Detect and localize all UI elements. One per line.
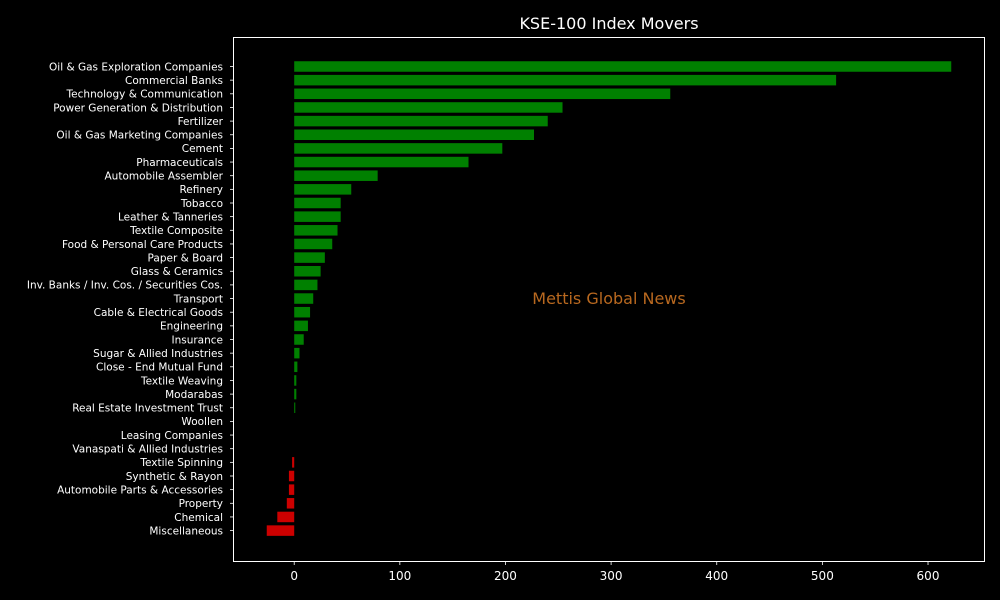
bar: [294, 184, 352, 195]
bar: [294, 115, 548, 127]
bar: [294, 225, 338, 236]
bar: [294, 361, 298, 373]
category-label: Textile Spinning: [139, 457, 223, 469]
category-label: Real Estate Investment Trust: [72, 403, 223, 415]
bar: [294, 102, 563, 113]
x-tick-label: 100: [388, 569, 411, 583]
watermark: Mettis Global News: [532, 289, 685, 308]
bar: [294, 197, 341, 209]
category-label: Sugar & Allied Industries: [93, 348, 223, 360]
x-tick-label: 400: [705, 569, 728, 583]
bar: [294, 61, 952, 72]
bar: [288, 470, 295, 482]
bar: [292, 457, 295, 468]
bar: [277, 511, 295, 523]
category-label: Leather & Tanneries: [118, 211, 223, 223]
x-tick-label: 200: [494, 569, 517, 583]
bar: [266, 525, 295, 536]
category-label: Glass & Ceramics: [131, 266, 223, 278]
category-label: Pharmaceuticals: [136, 157, 223, 169]
x-tick-label: 600: [917, 569, 940, 583]
bar: [294, 74, 837, 86]
category-label: Automobile Assembler: [105, 171, 224, 183]
bar: [294, 129, 534, 140]
category-label: Engineering: [160, 321, 223, 333]
category-label: Refinery: [179, 184, 223, 196]
category-labels: Oil & Gas Exploration Companies Commercia…: [27, 61, 234, 537]
category-label: Oil & Gas Exploration Companies: [49, 61, 223, 73]
category-label: Chemical: [174, 512, 223, 524]
category-label: Synthetic & Rayon: [126, 471, 223, 483]
bar: [294, 347, 300, 359]
category-label: Close - End Mutual Fund: [96, 362, 223, 374]
category-label: Oil & Gas Marketing Companies: [56, 130, 223, 142]
category-label: Tobacco: [180, 198, 223, 210]
category-label: Leasing Companies: [121, 430, 223, 442]
x-axis-ticks: 0 100 200 300 400 500 600: [290, 561, 939, 583]
x-tick-label: 0: [290, 569, 298, 583]
x-tick-label: 500: [811, 569, 834, 583]
bar: [294, 279, 318, 291]
category-label: Food & Personal Care Products: [62, 239, 223, 251]
x-tick-label: 300: [600, 569, 623, 583]
bar: [294, 388, 297, 400]
category-label: Modarabas: [165, 389, 223, 401]
category-label: Transport: [173, 293, 223, 305]
category-label: Fertilizer: [178, 116, 224, 128]
category-label: Property: [179, 498, 223, 510]
bar: [294, 334, 304, 345]
bar: [288, 484, 295, 495]
chart-title: KSE-100 Index Movers: [519, 14, 698, 33]
category-label: Cable & Electrical Goods: [94, 307, 223, 319]
category-label: Automobile Parts & Accessories: [57, 484, 223, 496]
bar: [294, 293, 314, 304]
bar: [294, 170, 378, 181]
bar: [294, 320, 308, 332]
category-label: Cement: [182, 143, 223, 155]
category-label: Vanaspati & Allied Industries: [72, 444, 223, 456]
category-label: Commercial Banks: [125, 75, 223, 87]
bar: [294, 306, 311, 318]
bar: [294, 211, 341, 222]
bar: [294, 88, 671, 100]
category-label: Technology & Communication: [66, 89, 223, 101]
category-label: Textile Weaving: [140, 375, 223, 387]
plot-frame: [233, 37, 985, 562]
bars: [266, 61, 952, 536]
bar: [294, 252, 325, 263]
bar: [294, 266, 321, 277]
bar: [294, 156, 469, 168]
category-label: Miscellaneous: [149, 525, 223, 537]
bar: [286, 498, 295, 509]
bar: [294, 375, 297, 386]
category-label: Insurance: [171, 334, 223, 346]
bar: [294, 143, 503, 154]
category-label: Power Generation & Distribution: [53, 102, 223, 114]
category-label: Paper & Board: [148, 252, 223, 264]
bar: [294, 238, 333, 250]
category-label: Textile Composite: [129, 225, 223, 237]
bar: [294, 402, 296, 413]
category-label: Inv. Banks / Inv. Cos. / Securities Cos.: [27, 280, 223, 292]
category-label: Woollen: [181, 416, 223, 428]
